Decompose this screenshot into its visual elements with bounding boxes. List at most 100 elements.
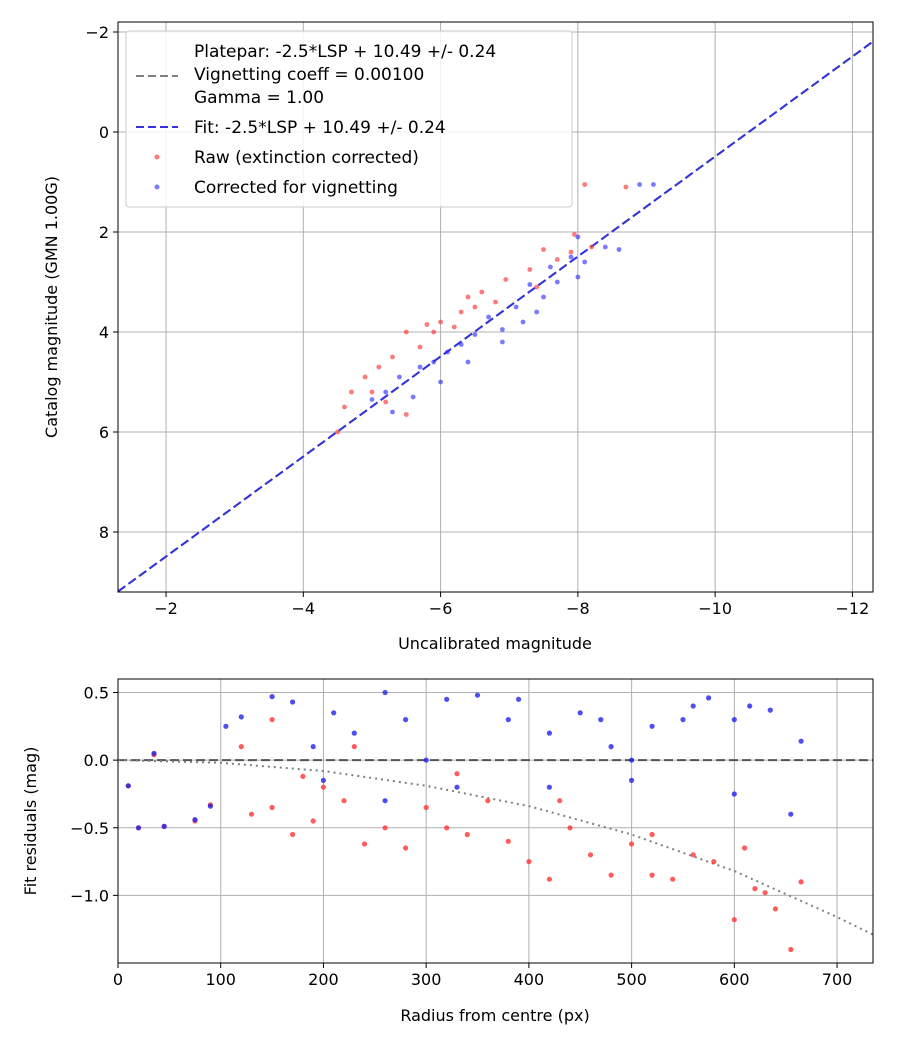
corrected-point: [680, 717, 686, 723]
corrected-point: [500, 327, 505, 332]
corrected-point: [382, 689, 388, 696]
bottom-panel: 0 100 200 300 400 500 600 700 0.5 0.0 −0.5 −1.0 Rad…: [21, 678, 874, 1025]
bottom-x-axis-label: Radius from centre (px): [400, 1006, 589, 1025]
corrected-point: [383, 389, 389, 395]
raw-point: [382, 825, 388, 831]
corrected-point: [788, 811, 794, 817]
raw-point: [376, 364, 382, 370]
corrected-point: [541, 294, 546, 300]
raw-point: [290, 831, 296, 838]
raw-point: [752, 886, 758, 892]
raw-point: [572, 232, 577, 237]
corrected-point: [431, 359, 437, 365]
corrected-point: [608, 744, 614, 750]
corrected-point: [767, 707, 773, 713]
raw-point: [310, 818, 316, 824]
corrected-point: [445, 349, 450, 355]
raw-point: [464, 831, 470, 838]
corrected-point: [798, 738, 804, 744]
corrected-point: [731, 717, 737, 723]
corrected-point: [192, 817, 198, 823]
raw-point: [541, 247, 546, 252]
x-tick-label: −8: [566, 599, 590, 618]
raw-point: [534, 284, 540, 290]
raw-point: [649, 872, 655, 878]
raw-point: [431, 329, 437, 335]
corrected-point: [575, 234, 581, 240]
x-tick-label: −10: [698, 599, 732, 618]
corrected-point: [649, 723, 655, 729]
x-tick-label: −4: [292, 599, 316, 618]
corrected-point: [458, 342, 464, 347]
raw-point: [341, 798, 347, 804]
x-tick-label: 400: [514, 970, 545, 989]
corrected-point: [568, 254, 574, 260]
corrected-point: [500, 339, 505, 345]
bottom-y-axis-label: Fit residuals (mag): [21, 747, 40, 896]
y-tick-label: 0.5: [84, 684, 109, 703]
corrected-point: [629, 757, 635, 763]
corrected-point: [465, 359, 471, 365]
legend-vignetting-text: Vignetting coeff = 0.00100: [194, 65, 424, 85]
raw-point: [349, 389, 354, 395]
corrected-point: [577, 710, 583, 716]
x-tick-label: 500: [616, 970, 647, 989]
y-tick-label: 0.0: [84, 751, 109, 770]
raw-point: [485, 798, 491, 804]
raw-point: [567, 825, 573, 831]
corrected-point: [472, 332, 478, 337]
raw-point: [403, 329, 409, 335]
corrected-point: [598, 717, 604, 723]
raw-point: [451, 324, 457, 330]
x-tick-label: −12: [836, 599, 870, 618]
x-tick-label: 600: [719, 970, 750, 989]
bottom-grid: [117, 679, 873, 963]
corrected-point: [629, 777, 635, 784]
legend-corrected-text: Corrected for vignetting: [194, 178, 398, 198]
raw-point: [369, 389, 375, 395]
corrected-point: [548, 264, 553, 270]
raw-point: [342, 404, 347, 410]
raw-point: [238, 744, 244, 750]
bottom-axes-frame: [117, 678, 874, 964]
raw-point: [557, 798, 563, 804]
top-ticks: −2 −4 −6 −8 −10 −12 −2 0 2 4 6 8: [85, 23, 869, 618]
corrected-point: [397, 374, 402, 380]
corrected-point: [575, 274, 581, 280]
raw-point: [403, 845, 409, 851]
raw-point: [424, 322, 430, 327]
corrected-point: [706, 695, 712, 701]
raw-point: [762, 890, 768, 896]
corrected-point: [520, 319, 526, 325]
y-tick-label: −1.0: [70, 886, 109, 905]
raw-point: [690, 852, 696, 858]
raw-point: [505, 838, 511, 844]
raw-point: [711, 859, 717, 865]
bottom-ticks: 0 100 200 300 400 500 600 700 0.5 0.0 −0.5 −1.0: [70, 684, 852, 989]
top-x-axis-label: Uncalibrated magnitude: [398, 634, 592, 653]
raw-point: [423, 804, 429, 811]
legend-platepar-text: Platepar: -2.5*LSP + 10.49 +/- 0.24: [194, 42, 496, 62]
raw-point: [670, 876, 676, 882]
corrected-point: [207, 803, 213, 809]
raw-point: [587, 852, 594, 858]
corrected-point: [486, 314, 491, 320]
raw-point: [383, 399, 389, 405]
raw-point: [479, 289, 485, 295]
corrected-point: [331, 710, 337, 716]
corrected-point: [690, 703, 696, 709]
raw-point: [458, 309, 464, 315]
corrected-point: [135, 825, 142, 831]
corrected-point: [269, 694, 275, 700]
raw-point: [390, 354, 395, 360]
x-tick-label: 700: [822, 970, 853, 989]
corrected-point: [505, 717, 511, 723]
raw-point: [772, 906, 779, 912]
raw-point: [731, 917, 737, 923]
corrected-point: [747, 703, 753, 709]
y-tick-label: −2: [85, 23, 109, 42]
y-tick-label: −0.5: [70, 819, 109, 838]
top-scatter-raw: [335, 182, 629, 435]
raw-point: [320, 784, 326, 790]
